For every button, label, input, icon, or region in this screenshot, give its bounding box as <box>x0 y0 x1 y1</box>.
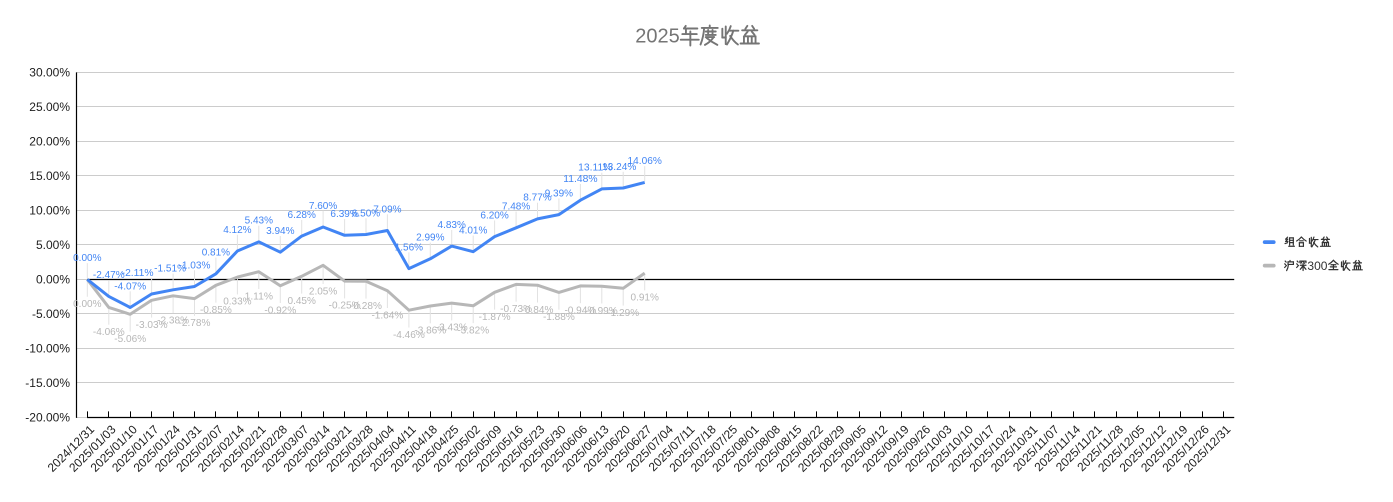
svg-text:-1.51%: -1.51% <box>154 263 186 275</box>
svg-text:5.43%: 5.43% <box>245 215 273 227</box>
svg-text:-0.99%: -0.99% <box>586 305 618 317</box>
svg-text:-1.88%: -1.88% <box>543 311 575 323</box>
svg-text:13.24%: 13.24% <box>602 161 636 173</box>
svg-text:0.00%: 0.00% <box>36 273 70 287</box>
svg-text:9.39%: 9.39% <box>545 187 573 199</box>
svg-text:-0.25%: -0.25% <box>329 300 361 312</box>
svg-text:-10.00%: -10.00% <box>25 342 70 356</box>
svg-text:8.77%: 8.77% <box>523 192 551 204</box>
svg-text:-0.94%: -0.94% <box>564 305 596 317</box>
svg-text:-2.38%: -2.38% <box>157 314 189 326</box>
svg-text:1.11%: 1.11% <box>245 290 273 302</box>
svg-text:6.39%: 6.39% <box>330 208 358 220</box>
svg-text:25.00%: 25.00% <box>29 100 70 114</box>
svg-text:-0.73%: -0.73% <box>500 303 532 315</box>
svg-text:7.48%: 7.48% <box>502 201 530 213</box>
svg-text:1.56%: 1.56% <box>395 241 423 253</box>
svg-text:4.83%: 4.83% <box>438 219 466 231</box>
svg-text:5.00%: 5.00% <box>36 238 70 252</box>
svg-text:10.00%: 10.00% <box>29 204 70 218</box>
svg-text:20.00%: 20.00% <box>29 135 70 149</box>
svg-text:2025: 2025 <box>635 26 680 48</box>
svg-text:-1.03%: -1.03% <box>179 259 211 271</box>
svg-text:11.48%: 11.48% <box>563 173 597 185</box>
svg-text:-1.87%: -1.87% <box>479 311 511 323</box>
svg-text:0.91%: 0.91% <box>631 292 659 304</box>
svg-text:0.00%: 0.00% <box>73 298 101 310</box>
svg-text:0.00%: 0.00% <box>73 252 101 264</box>
svg-text:4.01%: 4.01% <box>459 225 487 237</box>
svg-text:4.12%: 4.12% <box>223 224 251 236</box>
svg-text:-4.07%: -4.07% <box>114 280 146 292</box>
svg-text:6.50%: 6.50% <box>352 207 380 219</box>
svg-text:-15.00%: -15.00% <box>25 376 70 390</box>
svg-text:-0.28%: -0.28% <box>350 300 382 312</box>
svg-text:6.20%: 6.20% <box>480 209 508 221</box>
svg-text:-0.92%: -0.92% <box>264 304 296 316</box>
svg-text:-5.00%: -5.00% <box>32 307 70 321</box>
svg-text:-4.06%: -4.06% <box>93 326 125 338</box>
svg-text:300: 300 <box>1307 259 1327 273</box>
svg-text:2.05%: 2.05% <box>309 285 337 297</box>
svg-text:0.45%: 0.45% <box>288 295 316 307</box>
svg-text:13.11%: 13.11% <box>578 162 612 174</box>
svg-text:6.28%: 6.28% <box>288 209 316 221</box>
svg-text:7.60%: 7.60% <box>309 200 337 212</box>
svg-text:-5.06%: -5.06% <box>114 333 146 345</box>
svg-text:-3.86%: -3.86% <box>414 325 446 337</box>
svg-text:-2.47%: -2.47% <box>93 269 125 281</box>
svg-text:7.09%: 7.09% <box>373 203 401 215</box>
svg-text:-3.03%: -3.03% <box>136 319 168 331</box>
svg-text:-1.29%: -1.29% <box>607 307 639 319</box>
svg-text:-2.11%: -2.11% <box>122 267 154 279</box>
svg-text:-0.84%: -0.84% <box>522 304 554 316</box>
svg-text:30.00%: 30.00% <box>29 66 70 80</box>
svg-text:-0.85%: -0.85% <box>200 304 232 316</box>
svg-text:0.33%: 0.33% <box>223 296 251 308</box>
svg-text:0.81%: 0.81% <box>202 247 230 259</box>
svg-text:-20.00%: -20.00% <box>25 411 70 425</box>
svg-text:3.94%: 3.94% <box>266 225 294 237</box>
svg-text:-4.46%: -4.46% <box>393 329 425 341</box>
svg-text:-3.43%: -3.43% <box>436 322 468 334</box>
svg-text:14.06%: 14.06% <box>628 155 662 167</box>
svg-text:-2.78%: -2.78% <box>179 317 211 329</box>
svg-text:2.99%: 2.99% <box>416 232 444 244</box>
svg-text:15.00%: 15.00% <box>29 169 70 183</box>
svg-text:-1.64%: -1.64% <box>371 309 403 321</box>
svg-text:-3.82%: -3.82% <box>457 324 489 336</box>
